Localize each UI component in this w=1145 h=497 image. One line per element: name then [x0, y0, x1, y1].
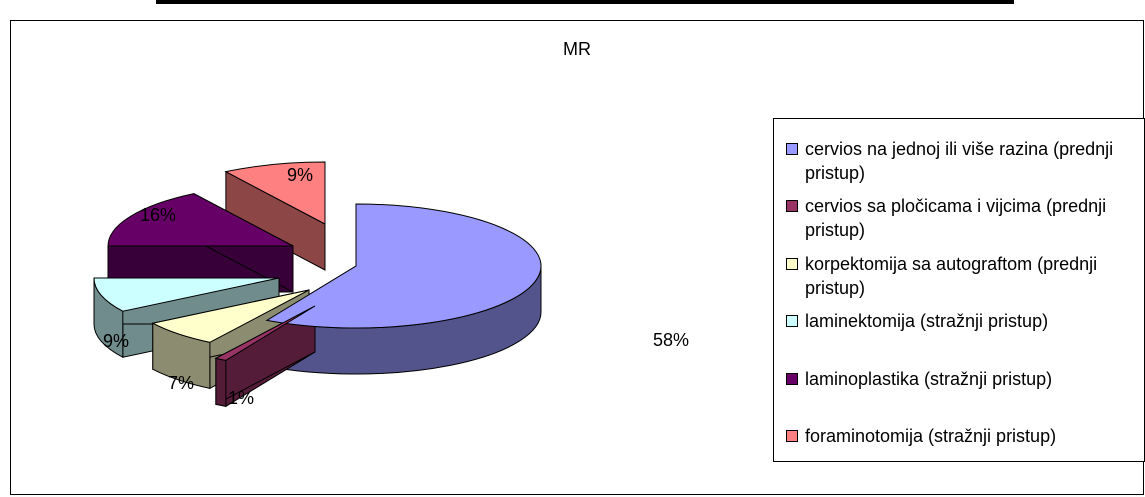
- legend-label: laminoplastika (stražnji pristup): [805, 369, 1053, 389]
- chart-frame: MR 58% 1% 7% 9% 16% 9% cervios na jednoj ili …: [10, 20, 1145, 495]
- chart-title: MR: [563, 39, 591, 59]
- legend-swatch: [786, 200, 798, 212]
- legend-item: cervios na jednoj ili više razina (predn…: [786, 137, 1145, 185]
- chart-legend: cervios na jednoj ili više razina (predn…: [773, 118, 1145, 462]
- legend-item: foraminotomija (stražnji pristup): [786, 424, 1145, 448]
- pie-slice: [214, 305, 316, 361]
- legend-label: korpektomija sa autograftom (prednji pri…: [805, 254, 1098, 298]
- legend-label: laminektomija (stražnji pristup): [805, 311, 1049, 331]
- pie-slice: [265, 203, 542, 329]
- pie-data-label: 9%: [103, 331, 129, 351]
- legend-swatch: [786, 143, 798, 155]
- legend-label: foraminotomija (stražnji pristup): [805, 426, 1057, 446]
- legend-item: cervios sa pločicama i vijcima (prednji …: [786, 194, 1145, 242]
- pie-slice-rim: [215, 357, 227, 407]
- pie-slice: [151, 289, 310, 343]
- pie-data-label: 16%: [140, 205, 176, 225]
- pie-data-label: 1%: [228, 388, 254, 408]
- legend-label: cervios na jednoj ili više razina (predn…: [805, 139, 1114, 183]
- legend-label: cervios sa pločicama i vijcima (prednji …: [805, 196, 1107, 240]
- pie-slice: [107, 193, 294, 247]
- legend-item: laminoplastika (stražnji pristup): [786, 367, 1145, 391]
- legend-item: laminektomija (stražnji pristup): [786, 309, 1145, 333]
- legend-swatch: [786, 373, 798, 385]
- top-rule: [156, 0, 1014, 4]
- legend-swatch: [786, 430, 798, 442]
- legend-swatch: [786, 258, 798, 270]
- legend-swatch: [786, 315, 798, 327]
- pie-data-label: 58%: [653, 330, 689, 350]
- pie-data-label: 7%: [168, 373, 194, 393]
- pie-slice: [93, 277, 280, 312]
- pie-chart: 58% 1% 7% 9% 16% 9%: [93, 161, 689, 408]
- legend-item: korpektomija sa autograftom (prednji pri…: [786, 252, 1145, 300]
- pie-slice: [224, 161, 326, 225]
- pie-data-label: 9%: [287, 165, 313, 185]
